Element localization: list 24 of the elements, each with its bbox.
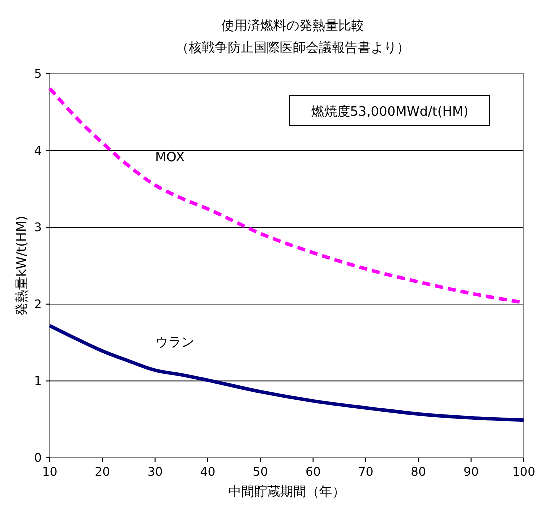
x-tick-label: 20 (95, 465, 110, 479)
y-tick-label: 2 (34, 297, 42, 312)
x-tick-label: 90 (464, 465, 479, 479)
x-tick-label: 40 (200, 465, 216, 479)
series-label: ウラン (155, 335, 194, 350)
y-tick-label: 4 (34, 144, 42, 158)
x-axis-title: 中間貯蔵期間（年） (228, 485, 346, 500)
annotation: 燃焼度53,000MWd/t(HM) (311, 104, 469, 120)
x-tick-label: 10 (42, 465, 58, 479)
x-tick-label: 50 (253, 465, 268, 479)
x-tick-label: 70 (358, 465, 374, 479)
x-tick-label: 80 (411, 465, 426, 479)
x-tick-label: 30 (148, 465, 163, 479)
y-tick-label: 0 (34, 451, 42, 465)
y-axis-title: 発熱量kW/t(HM) (15, 216, 30, 316)
x-tick-label: 60 (306, 465, 321, 479)
x-tick-label: 100 (512, 465, 536, 479)
line-series (48, 324, 526, 422)
y-tick-label: 5 (34, 67, 42, 81)
chart-title: 使用済燃料の発熱量比較 (222, 18, 364, 34)
y-tick-label: 3 (34, 220, 42, 235)
y-tick-label: 1 (34, 374, 42, 388)
chart-subtitle: （核戦争防止国際医師会議報告書より） (176, 41, 410, 56)
series-label: MOX (155, 150, 185, 166)
